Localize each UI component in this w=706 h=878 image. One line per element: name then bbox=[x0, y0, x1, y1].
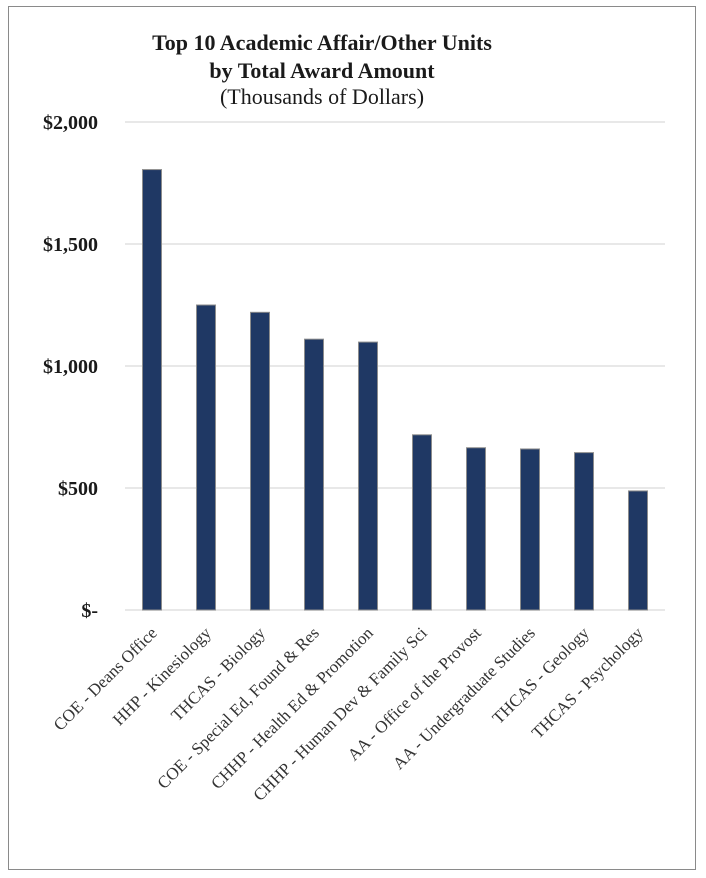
y-tick-label: $1,500 bbox=[43, 234, 98, 256]
chart-title: Top 10 Academic Affair/Other Units bbox=[152, 30, 492, 55]
x-tick-label: THCAS - Geology bbox=[489, 623, 594, 728]
chart-title-line2: by Total Award Amount bbox=[209, 58, 435, 83]
bar bbox=[250, 311, 270, 611]
y-tick-label: $- bbox=[81, 600, 98, 622]
bar bbox=[412, 434, 432, 611]
bar bbox=[520, 448, 540, 611]
bar bbox=[628, 490, 648, 611]
y-tick-label: $2,000 bbox=[43, 112, 98, 134]
y-axis-ticks: $- $500 $1,000 $1,500 $2,000 bbox=[43, 112, 98, 622]
bar bbox=[574, 452, 594, 611]
chart-frame bbox=[8, 6, 696, 870]
bar bbox=[196, 304, 216, 611]
bar bbox=[358, 341, 378, 611]
bars bbox=[142, 169, 648, 611]
y-tick-label: $1,000 bbox=[43, 356, 98, 378]
bar bbox=[304, 338, 324, 611]
bar bbox=[466, 447, 486, 611]
x-tick-label: THCAS - Biology bbox=[167, 623, 269, 725]
x-tick-label: COE - Deans Office bbox=[50, 623, 161, 734]
y-tick-label: $500 bbox=[58, 478, 98, 500]
chart-subtitle: (Thousands of Dollars) bbox=[220, 84, 424, 109]
bar bbox=[142, 169, 162, 611]
x-tick-label: HHP - Kinesiology bbox=[109, 623, 215, 729]
